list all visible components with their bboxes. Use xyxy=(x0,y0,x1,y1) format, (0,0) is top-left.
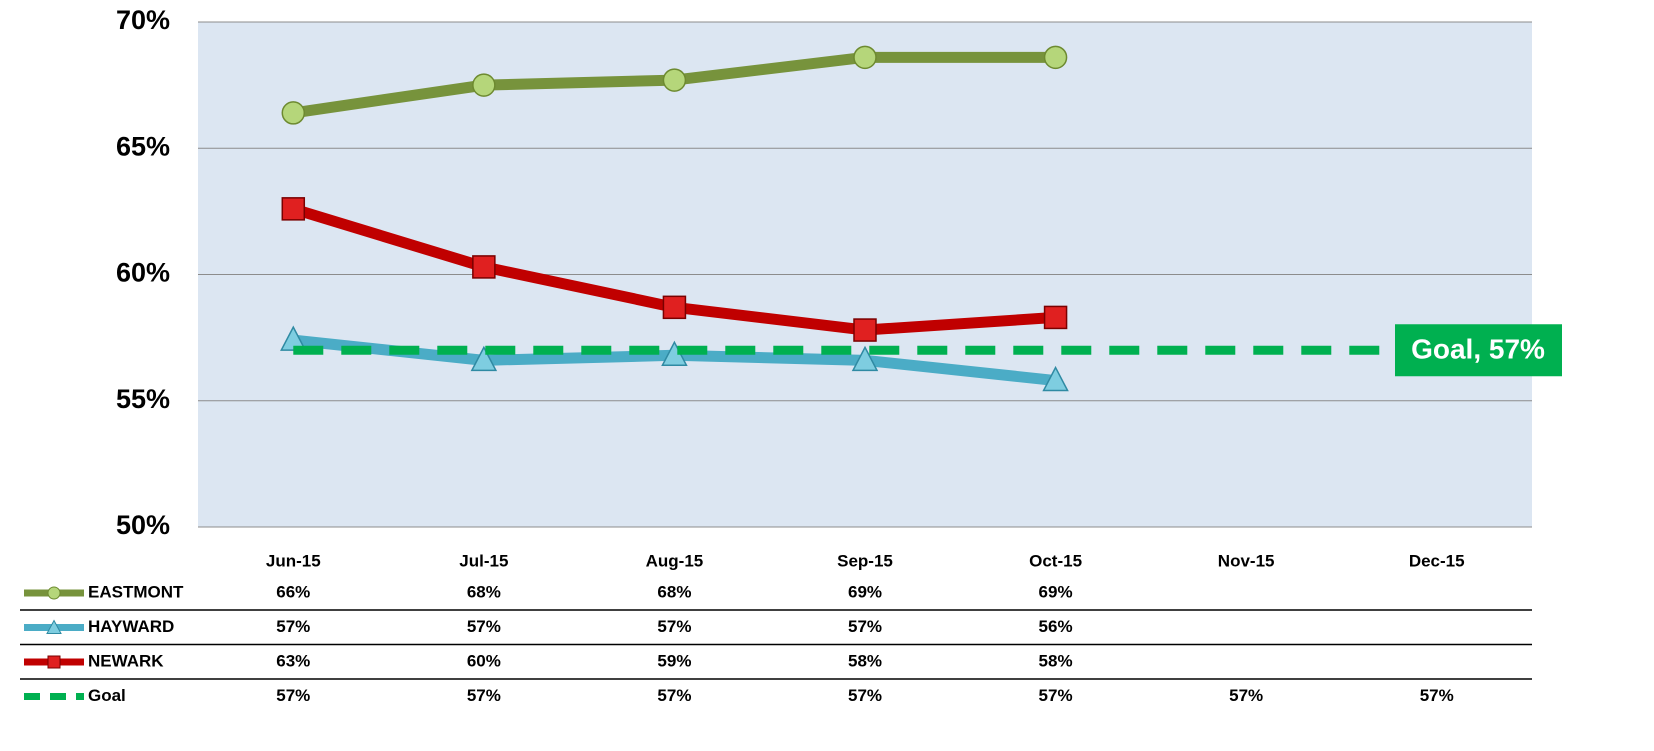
data-label: 59% xyxy=(657,651,691,670)
data-label: 57% xyxy=(848,617,882,636)
marker xyxy=(281,101,306,125)
legend-label: NEWARK xyxy=(88,651,164,670)
y-tick-label: 65% xyxy=(116,131,170,161)
data-label: 69% xyxy=(1039,582,1073,601)
data-label: 58% xyxy=(848,651,882,670)
legend-label: EASTMONT xyxy=(88,582,184,601)
data-label: 66% xyxy=(276,582,310,601)
data-label: 57% xyxy=(276,686,310,705)
data-label: 57% xyxy=(657,686,691,705)
annotation: Goal, 57% xyxy=(1411,334,1545,365)
data-label: 69% xyxy=(848,582,882,601)
marker xyxy=(662,68,687,92)
y-tick-label: 50% xyxy=(116,510,170,540)
x-tick-label: Jul-15 xyxy=(459,551,508,570)
y-tick-label: 55% xyxy=(116,384,170,414)
legend-marker xyxy=(46,619,62,634)
x-tick-label: Dec-15 xyxy=(1409,551,1465,570)
data-label: 57% xyxy=(657,617,691,636)
marker xyxy=(853,318,877,342)
data-label: 68% xyxy=(467,582,501,601)
data-label: 63% xyxy=(276,651,310,670)
data-label: 57% xyxy=(1039,686,1073,705)
x-tick-label: Jun-15 xyxy=(266,551,321,570)
marker xyxy=(472,255,496,279)
data-label: 57% xyxy=(848,686,882,705)
data-label: 68% xyxy=(657,582,691,601)
marker xyxy=(472,73,496,97)
data-label: 56% xyxy=(1039,617,1073,636)
x-tick-label: Oct-15 xyxy=(1029,551,1082,570)
data-label: 57% xyxy=(467,617,501,636)
y-tick-label: 70% xyxy=(116,5,170,35)
marker xyxy=(851,345,879,372)
data-label: 57% xyxy=(467,686,501,705)
legend-label: HAYWARD xyxy=(88,617,174,636)
marker xyxy=(1043,305,1068,330)
marker xyxy=(281,197,306,221)
legend-label: Goal xyxy=(88,686,126,705)
marker xyxy=(1042,365,1069,392)
y-tick-label: 60% xyxy=(116,258,170,288)
marker xyxy=(662,295,687,320)
data-label: 57% xyxy=(1420,686,1454,705)
annotation-box xyxy=(1395,324,1562,377)
legend-marker xyxy=(47,586,61,600)
marker xyxy=(853,45,877,70)
data-label: 58% xyxy=(1039,651,1073,670)
x-tick-label: Aug-15 xyxy=(646,551,704,570)
data-label: 60% xyxy=(467,651,501,670)
marker xyxy=(470,345,498,372)
x-tick-label: Sep-15 xyxy=(837,551,893,570)
x-tick-label: Nov-15 xyxy=(1218,551,1275,570)
legend-marker xyxy=(47,655,61,669)
data-label: 57% xyxy=(1229,686,1263,705)
marker xyxy=(1043,45,1068,70)
data-label: 57% xyxy=(276,617,310,636)
